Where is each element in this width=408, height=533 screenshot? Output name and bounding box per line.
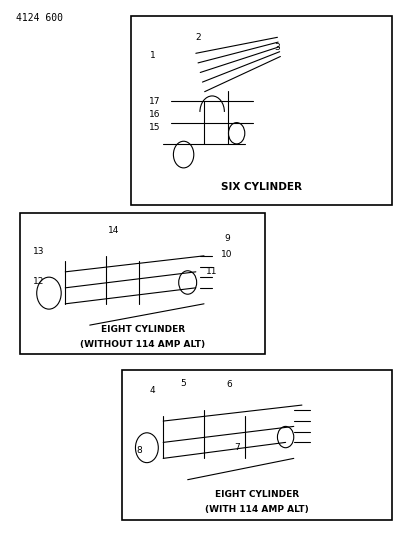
Text: SIX CYLINDER: SIX CYLINDER: [221, 182, 302, 192]
Text: 8: 8: [137, 446, 142, 455]
Text: 17: 17: [149, 97, 160, 106]
Text: 12: 12: [33, 277, 44, 286]
Bar: [131, 16, 392, 205]
Text: 7: 7: [234, 443, 239, 452]
Text: 13: 13: [33, 247, 44, 256]
Text: 14: 14: [108, 227, 119, 235]
Text: 4: 4: [150, 386, 155, 394]
Text: 3: 3: [275, 44, 280, 52]
Text: 11: 11: [206, 268, 217, 276]
Text: 1: 1: [150, 52, 156, 60]
Text: 16: 16: [149, 110, 160, 119]
Text: EIGHT CYLINDER: EIGHT CYLINDER: [101, 325, 185, 334]
Bar: [20, 213, 265, 354]
Text: 2: 2: [195, 33, 201, 42]
Text: 5: 5: [180, 379, 186, 388]
Text: 4124 600: 4124 600: [16, 13, 63, 23]
Bar: [122, 370, 392, 520]
Text: EIGHT CYLINDER: EIGHT CYLINDER: [215, 490, 299, 499]
Text: 6: 6: [226, 381, 232, 389]
Text: (WITHOUT 114 AMP ALT): (WITHOUT 114 AMP ALT): [80, 340, 205, 349]
Text: 9: 9: [225, 235, 231, 243]
Text: (WITH 114 AMP ALT): (WITH 114 AMP ALT): [205, 505, 309, 514]
Text: 15: 15: [149, 124, 160, 132]
Text: 10: 10: [221, 250, 232, 259]
